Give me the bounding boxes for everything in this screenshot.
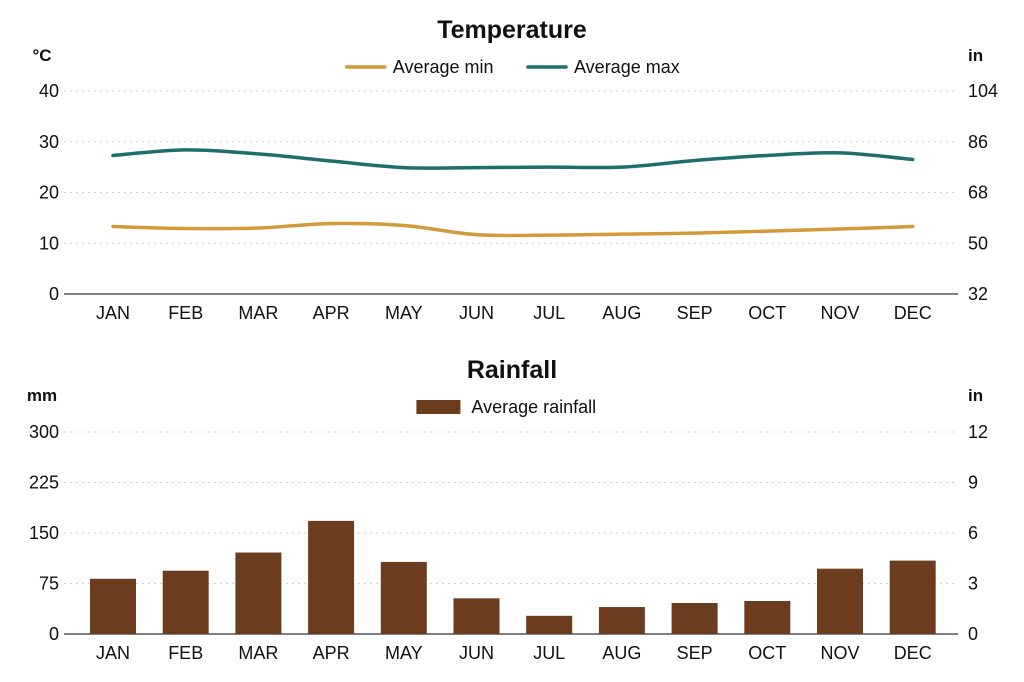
- rainfall-left-unit: mm: [27, 386, 57, 405]
- temperature-y2-tick-label: 104: [968, 81, 998, 101]
- temperature-x-tick-label: NOV: [820, 303, 859, 323]
- series-line-average-max: [111, 148, 915, 170]
- temperature-chart-title: Temperature: [437, 16, 587, 44]
- rainfall-x-tick-label: AUG: [602, 643, 641, 663]
- legend-label-max: Average max: [574, 57, 680, 77]
- rainfall-bar-mar: [235, 552, 282, 634]
- rainfall-y-tick-label: 75: [39, 574, 59, 594]
- rainfall-bar-sep: [671, 603, 718, 634]
- rainfall-x-tick-label: OCT: [748, 643, 786, 663]
- rainfall-y-tick-label: 225: [29, 473, 59, 493]
- rainfall-x-tick-label: NOV: [820, 643, 859, 663]
- rainfall-x-tick-label: JUN: [459, 643, 494, 663]
- temperature-x-tick-label: MAY: [385, 303, 423, 323]
- temperature-x-tick-label: SEP: [677, 303, 713, 323]
- temperature-y-tick-label: 10: [39, 233, 59, 253]
- rainfall-bar-oct: [744, 601, 791, 634]
- rainfall-x-tick-label: DEC: [894, 643, 932, 663]
- temperature-y2-tick-label: 50: [968, 233, 988, 253]
- rainfall-y2-tick-label: 3: [968, 574, 978, 594]
- rainfall-x-tick-label: JUL: [533, 643, 565, 663]
- legend-label-min: Average min: [393, 57, 494, 77]
- temperature-left-unit: °C: [32, 46, 51, 65]
- temperature-x-tick-label: AUG: [602, 303, 641, 323]
- temperature-x-tick-label: FEB: [168, 303, 203, 323]
- temperature-x-tick-label: DEC: [894, 303, 932, 323]
- temperature-x-tick-label: JUN: [459, 303, 494, 323]
- temperature-y2-tick-label: 32: [968, 284, 988, 304]
- legend-label-rainfall: Average rainfall: [471, 397, 596, 417]
- rainfall-bar-nov: [817, 568, 863, 634]
- rainfall-bar-jun: [453, 598, 500, 634]
- temperature-x-tick-label: MAR: [238, 303, 278, 323]
- rainfall-x-tick-label: APR: [313, 643, 350, 663]
- rainfall-x-tick-label: MAR: [238, 643, 278, 663]
- rainfall-right-unit: in: [968, 386, 983, 405]
- legend-swatch-rainfall: [416, 400, 461, 414]
- rainfall-x-tick-label: SEP: [677, 643, 713, 663]
- rainfall-y2-tick-label: 0: [968, 624, 978, 644]
- rainfall-x-tick-label: FEB: [168, 643, 203, 663]
- rainfall-x-tick-label: MAY: [385, 643, 423, 663]
- temperature-y-tick-label: 0: [49, 284, 59, 304]
- temperature-x-tick-label: JAN: [96, 303, 130, 323]
- temperature-y2-tick-label: 68: [968, 183, 988, 203]
- temperature-y2-tick-label: 86: [968, 132, 988, 152]
- temperature-y-tick-label: 40: [39, 81, 59, 101]
- rainfall-y2-tick-label: 12: [968, 422, 988, 442]
- rainfall-bar-jul: [526, 615, 573, 634]
- series-line-average-min: [111, 221, 915, 238]
- rainfall-bar-jan: [90, 578, 136, 634]
- rainfall-chart-title: Rainfall: [467, 356, 557, 384]
- temperature-y-tick-label: 20: [39, 183, 59, 203]
- temperature-x-tick-label: APR: [313, 303, 350, 323]
- rainfall-bar-feb: [162, 570, 209, 634]
- rainfall-bar-aug: [598, 607, 645, 634]
- rainfall-x-tick-label: JAN: [96, 643, 130, 663]
- temperature-x-tick-label: JUL: [533, 303, 565, 323]
- temperature-right-unit: in: [968, 46, 983, 65]
- rainfall-y-tick-label: 150: [29, 523, 59, 543]
- temperature-x-tick-label: OCT: [748, 303, 786, 323]
- temperature-y-tick-label: 30: [39, 132, 59, 152]
- rainfall-bar-apr: [308, 520, 355, 634]
- rainfall-y-tick-label: 0: [49, 624, 59, 644]
- rainfall-y2-tick-label: 9: [968, 473, 978, 493]
- rainfall-bar-may: [380, 561, 427, 634]
- rainfall-y2-tick-label: 6: [968, 523, 978, 543]
- rainfall-bar-dec: [889, 560, 936, 634]
- rainfall-y-tick-label: 300: [29, 422, 59, 442]
